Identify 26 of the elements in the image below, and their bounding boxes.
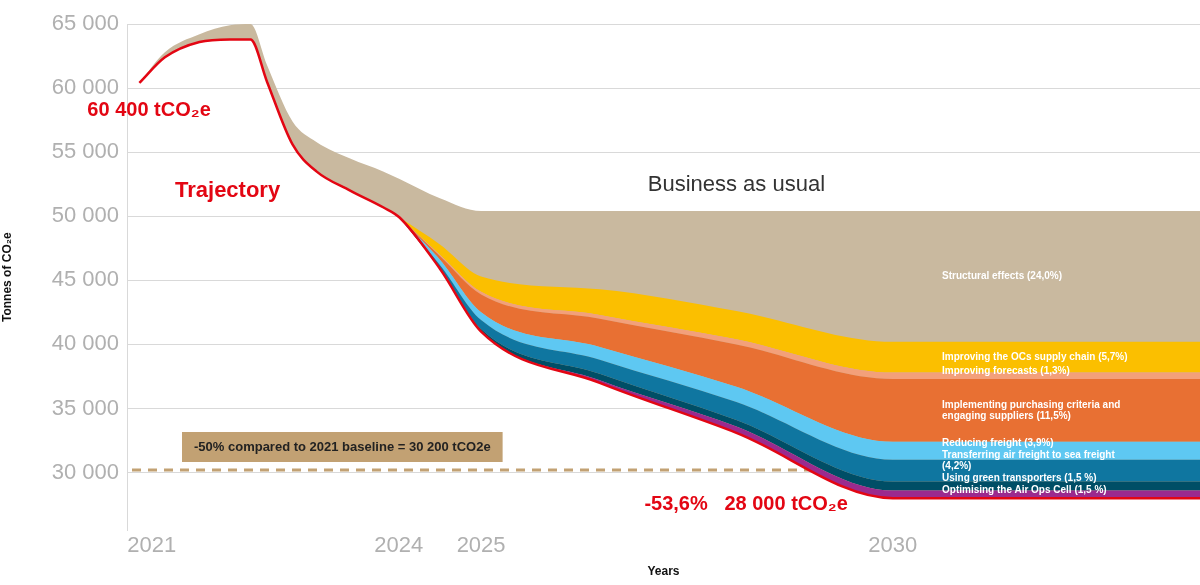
y-axis-title: Tonnes of CO₂e [0, 231, 14, 322]
series-label: Structural effects (24,0%) [942, 270, 1063, 282]
y-tick-label: 40 000 [51, 330, 119, 356]
y-tick-label: 45 000 [51, 266, 119, 292]
series-label: Using green transporters (1,5 %) [942, 472, 1097, 484]
y-tick-label: 65 000 [51, 10, 119, 36]
ref-line-label: -50% compared to 2021 baseline = 30 200 tCO2e [194, 438, 491, 454]
annotation: 60 400 tCO₂e [87, 98, 211, 121]
x-tick-label: 2021 [127, 532, 177, 558]
y-tick-label: 55 000 [51, 138, 119, 164]
y-tick-label: 50 000 [51, 202, 119, 228]
x-tick-label: 2024 [374, 532, 424, 558]
x-axis-title: Years [647, 564, 680, 579]
annotation: -53,6% 28 000 tCO₂e [644, 491, 848, 514]
y-tick-label: 35 000 [51, 394, 119, 420]
series-label: Optimising the Air Ops Cell (1,5 %) [942, 484, 1107, 496]
series-label: Improving forecasts (1,3%) [942, 365, 1070, 377]
x-tick-label: 2025 [456, 532, 506, 558]
series-label: Implementing purchasing criteria and engaging suppliers (11,5%) [942, 398, 1121, 421]
y-tick-label: 60 000 [51, 74, 119, 100]
series-label: Transferring air freight to sea freight (4,2%) [942, 449, 1116, 472]
series-label: Improving the OCs supply chain (5,7%) [942, 350, 1128, 362]
series-label: Trajectory [174, 176, 281, 202]
annotation: Business as usual [647, 171, 826, 197]
y-tick-label: 30 000 [51, 458, 119, 484]
x-tick-label: 2030 [868, 532, 918, 558]
